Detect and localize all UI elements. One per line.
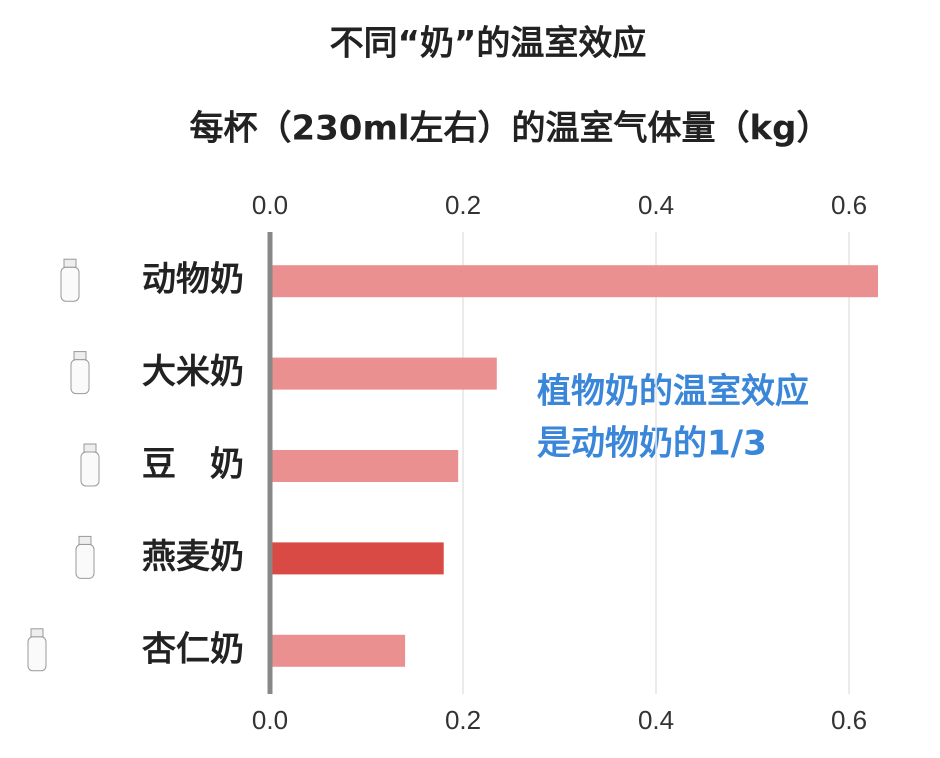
bottle-cap [63, 258, 77, 268]
x-tick-label: 0.0 [252, 705, 288, 735]
chart-title: 不同“奶”的温室效应 [330, 24, 647, 64]
bar [270, 265, 878, 298]
bottle-icon [70, 359, 90, 395]
category-label: 大米奶 [142, 352, 244, 392]
bar [270, 542, 444, 575]
category-label: 动物奶 [142, 260, 244, 300]
bar [270, 634, 406, 667]
x-tick-label: 0.4 [638, 705, 674, 735]
bar [270, 357, 497, 390]
bottle-cap [73, 351, 87, 361]
x-tick-label: 0.0 [252, 190, 288, 220]
category-label: 燕麦奶 [142, 537, 244, 577]
x-tick-label: 0.2 [445, 190, 481, 220]
bottle-icon [60, 266, 80, 302]
category-label: 杏仁奶 [142, 629, 244, 669]
bar [270, 450, 459, 482]
bottle-icon [80, 451, 100, 487]
bottle-icon [75, 543, 95, 579]
annotation: 植物奶的温室效应 [537, 372, 809, 412]
bottle-cap [83, 443, 97, 453]
x-tick-label: 0.6 [831, 705, 867, 735]
x-tick-label: 0.2 [445, 705, 481, 735]
x-tick-label: 0.4 [638, 190, 674, 220]
bottle-cap [30, 628, 44, 638]
bottle-icon [27, 636, 47, 672]
x-tick-label: 0.6 [831, 190, 867, 220]
annotation: 是动物奶的1/3 [537, 424, 767, 464]
chart-subtitle: 每杯（230ml左右）的温室气体量（kg） [189, 109, 830, 149]
category-label: 豆 奶 [142, 445, 244, 485]
bottle-cap [78, 535, 92, 545]
